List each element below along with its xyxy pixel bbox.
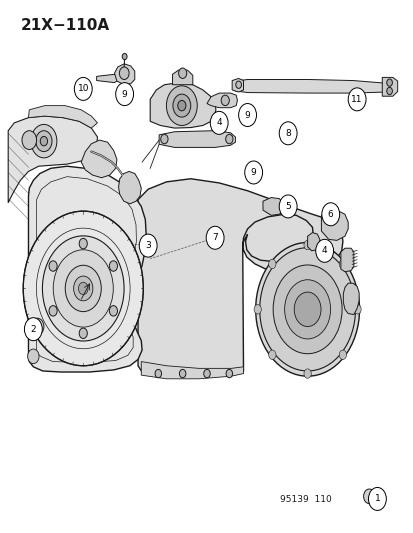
Circle shape bbox=[254, 305, 261, 314]
Text: 4: 4 bbox=[216, 118, 221, 127]
Circle shape bbox=[268, 259, 275, 269]
Polygon shape bbox=[342, 283, 358, 314]
Circle shape bbox=[79, 238, 87, 249]
Circle shape bbox=[155, 369, 161, 378]
Circle shape bbox=[74, 77, 92, 100]
Circle shape bbox=[40, 136, 47, 146]
Circle shape bbox=[238, 103, 256, 126]
Circle shape bbox=[22, 131, 36, 149]
Polygon shape bbox=[206, 93, 237, 108]
Circle shape bbox=[225, 134, 233, 144]
Circle shape bbox=[109, 261, 117, 271]
Circle shape bbox=[49, 261, 57, 271]
Circle shape bbox=[221, 95, 229, 106]
Circle shape bbox=[273, 265, 341, 354]
Circle shape bbox=[31, 124, 57, 158]
Polygon shape bbox=[262, 198, 283, 215]
Text: 9: 9 bbox=[244, 110, 250, 119]
Circle shape bbox=[294, 292, 320, 327]
Polygon shape bbox=[114, 64, 135, 85]
Text: 9: 9 bbox=[250, 168, 256, 177]
Circle shape bbox=[386, 79, 392, 86]
Circle shape bbox=[78, 282, 88, 295]
Circle shape bbox=[31, 318, 44, 335]
Polygon shape bbox=[381, 77, 397, 96]
Polygon shape bbox=[172, 70, 192, 85]
Text: 8: 8 bbox=[285, 129, 290, 138]
Circle shape bbox=[368, 488, 385, 511]
Circle shape bbox=[353, 305, 360, 314]
Polygon shape bbox=[232, 78, 243, 92]
Circle shape bbox=[28, 349, 39, 364]
Circle shape bbox=[278, 122, 297, 145]
Circle shape bbox=[173, 94, 190, 117]
Polygon shape bbox=[340, 248, 353, 272]
Text: 10: 10 bbox=[77, 84, 89, 93]
Circle shape bbox=[255, 243, 358, 376]
Circle shape bbox=[210, 111, 228, 134]
Circle shape bbox=[259, 248, 355, 371]
Circle shape bbox=[284, 280, 330, 339]
Polygon shape bbox=[159, 131, 235, 148]
Circle shape bbox=[139, 234, 157, 257]
Circle shape bbox=[53, 250, 113, 327]
Text: 9: 9 bbox=[121, 90, 127, 99]
Text: 5: 5 bbox=[285, 202, 290, 211]
Circle shape bbox=[347, 88, 365, 111]
Circle shape bbox=[177, 100, 185, 111]
Circle shape bbox=[303, 369, 311, 378]
Circle shape bbox=[109, 305, 117, 316]
Text: 3: 3 bbox=[145, 241, 151, 250]
Circle shape bbox=[160, 134, 168, 144]
Circle shape bbox=[116, 83, 133, 106]
Circle shape bbox=[338, 259, 346, 269]
Circle shape bbox=[65, 265, 101, 312]
Circle shape bbox=[386, 87, 392, 95]
Polygon shape bbox=[320, 210, 347, 240]
Polygon shape bbox=[28, 106, 97, 128]
Polygon shape bbox=[233, 79, 393, 93]
Text: 21X−110A: 21X−110A bbox=[20, 19, 109, 34]
Circle shape bbox=[244, 161, 262, 184]
Circle shape bbox=[225, 369, 232, 378]
Circle shape bbox=[179, 369, 185, 378]
Circle shape bbox=[178, 68, 186, 78]
Circle shape bbox=[122, 53, 127, 60]
Polygon shape bbox=[307, 232, 319, 251]
Circle shape bbox=[206, 227, 223, 249]
Circle shape bbox=[74, 276, 93, 301]
Circle shape bbox=[278, 195, 297, 218]
Circle shape bbox=[36, 131, 52, 151]
Circle shape bbox=[24, 318, 42, 341]
Polygon shape bbox=[138, 179, 342, 377]
Circle shape bbox=[166, 86, 197, 125]
Text: 4: 4 bbox=[321, 246, 327, 255]
Circle shape bbox=[49, 305, 57, 316]
Circle shape bbox=[203, 369, 210, 378]
Text: 7: 7 bbox=[212, 233, 218, 243]
Circle shape bbox=[303, 240, 311, 250]
Circle shape bbox=[23, 211, 143, 366]
Circle shape bbox=[79, 328, 87, 338]
Circle shape bbox=[235, 81, 241, 88]
Circle shape bbox=[268, 350, 275, 359]
Text: 95139  110: 95139 110 bbox=[279, 495, 331, 504]
Polygon shape bbox=[118, 172, 141, 204]
Circle shape bbox=[321, 203, 339, 226]
Text: 1: 1 bbox=[374, 495, 380, 504]
Polygon shape bbox=[8, 116, 97, 203]
Text: 6: 6 bbox=[327, 210, 333, 219]
Text: 11: 11 bbox=[351, 95, 362, 104]
Polygon shape bbox=[96, 74, 117, 83]
Polygon shape bbox=[150, 83, 216, 128]
Circle shape bbox=[315, 239, 333, 262]
Circle shape bbox=[363, 489, 374, 504]
Circle shape bbox=[338, 350, 346, 359]
Polygon shape bbox=[81, 140, 116, 177]
Circle shape bbox=[42, 236, 124, 341]
Polygon shape bbox=[28, 166, 146, 372]
Text: 2: 2 bbox=[31, 325, 36, 334]
Polygon shape bbox=[141, 361, 243, 379]
Circle shape bbox=[119, 67, 129, 79]
